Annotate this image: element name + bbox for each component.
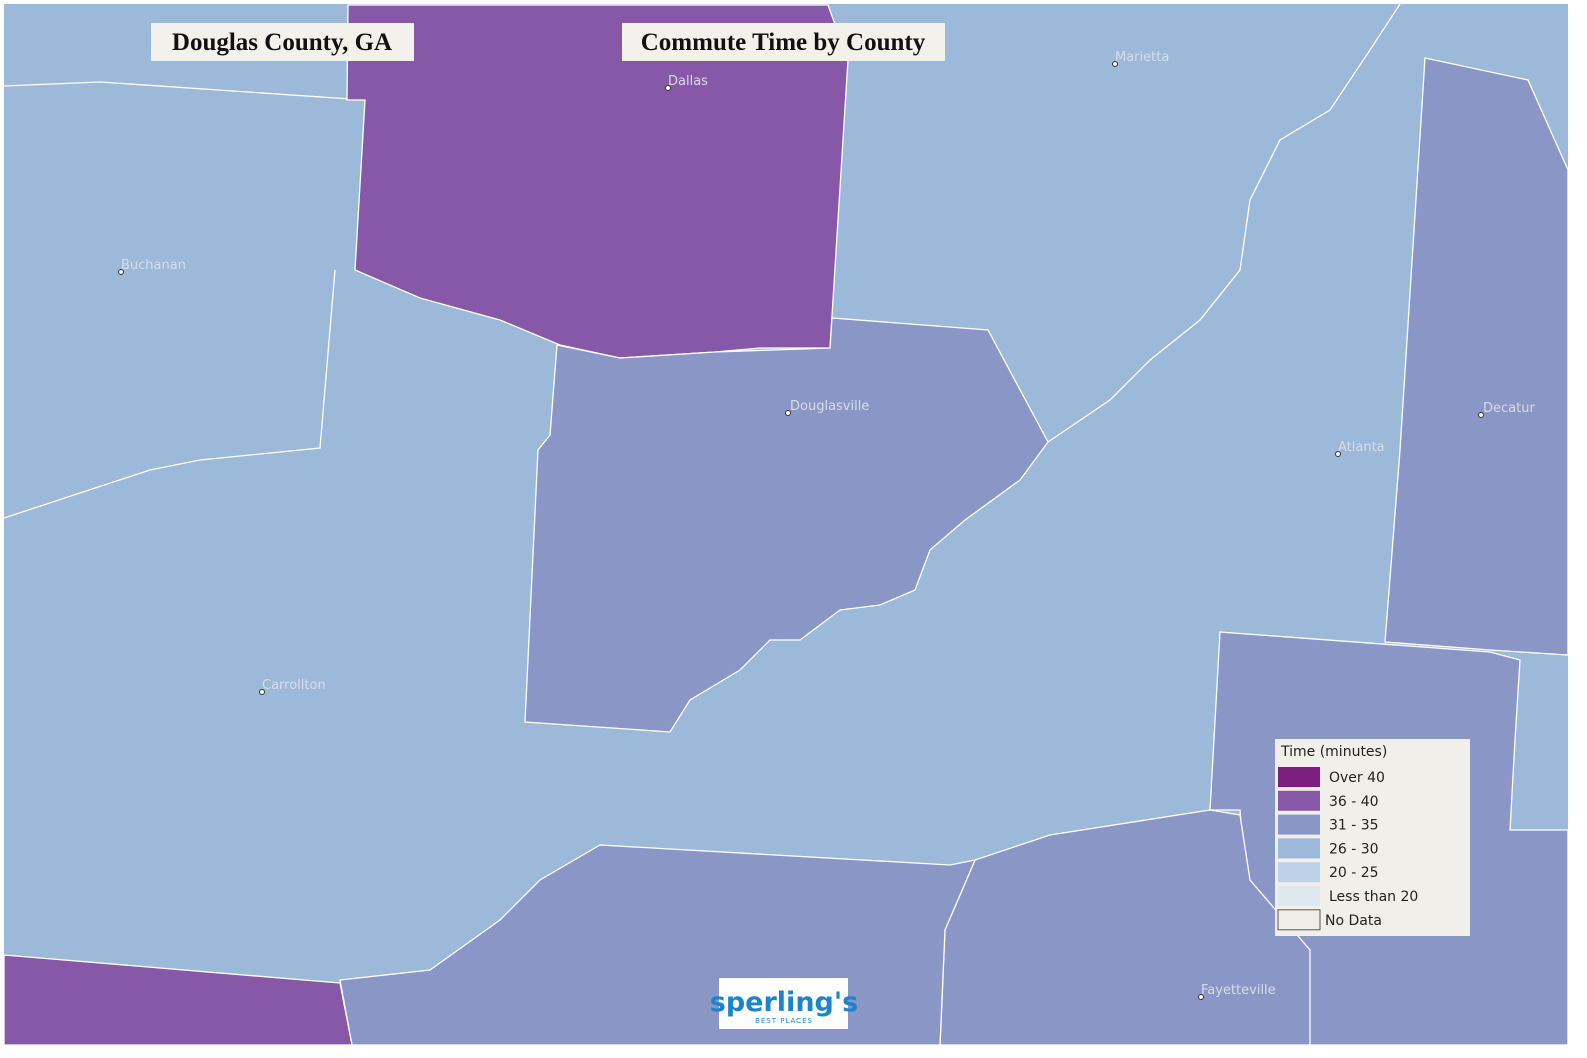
- city-label: Fayetteville: [1201, 983, 1276, 998]
- legend-title: Time (minutes): [1280, 744, 1387, 760]
- legend-label: 31 - 35: [1329, 818, 1379, 834]
- legend-label: No Data: [1325, 913, 1382, 929]
- logo-tagline: BEST PLACES: [755, 1017, 813, 1025]
- legend-label: 36 - 40: [1329, 794, 1379, 810]
- legend-label: 20 - 25: [1329, 865, 1379, 881]
- city: Dallas: [665, 74, 708, 91]
- legend-swatch: [1278, 886, 1320, 906]
- city-label: Atlanta: [1338, 440, 1385, 455]
- city-label: Buchanan: [121, 258, 186, 273]
- border: [3, 269, 336, 519]
- city: Decatur: [1478, 401, 1535, 418]
- city: Atlanta: [1335, 440, 1385, 457]
- place-title: Douglas County, GA: [172, 29, 392, 56]
- legend: Time (minutes) Over 40 36 - 40 31 - 35 26 -…: [1275, 739, 1470, 936]
- city: Buchanan: [118, 258, 186, 275]
- county: [524, 317, 1049, 733]
- legend-swatch: [1278, 862, 1320, 883]
- city-label: Carrollton: [262, 678, 326, 693]
- legend-label: 26 - 30: [1329, 841, 1379, 857]
- city-label: Douglasville: [790, 399, 869, 414]
- legend-swatch: [1278, 814, 1320, 835]
- logo-box: [719, 978, 848, 1029]
- city: Marietta: [1112, 50, 1169, 67]
- city-label: Marietta: [1115, 50, 1169, 65]
- legend-swatch: [1277, 909, 1321, 931]
- legend-swatch: [1278, 790, 1320, 811]
- city: Douglasville: [785, 399, 869, 416]
- border: [1047, 3, 1401, 443]
- city-label: Dallas: [668, 74, 708, 89]
- legend-label: Over 40: [1329, 770, 1385, 786]
- place-box: [151, 23, 414, 61]
- border: [3, 81, 366, 101]
- city: Fayetteville: [1198, 983, 1276, 1000]
- logo-name: sperling's: [710, 987, 858, 1018]
- city: Carrollton: [259, 678, 326, 695]
- map-title: Commute Time by County: [641, 29, 926, 56]
- legend-swatch: [1278, 838, 1320, 859]
- legend-swatch: [1278, 767, 1320, 787]
- city-label: Decatur: [1483, 401, 1535, 416]
- title-box: [622, 23, 945, 61]
- legend-label: Less than 20: [1329, 889, 1418, 905]
- county: [3, 954, 353, 1046]
- county: [1384, 57, 1569, 656]
